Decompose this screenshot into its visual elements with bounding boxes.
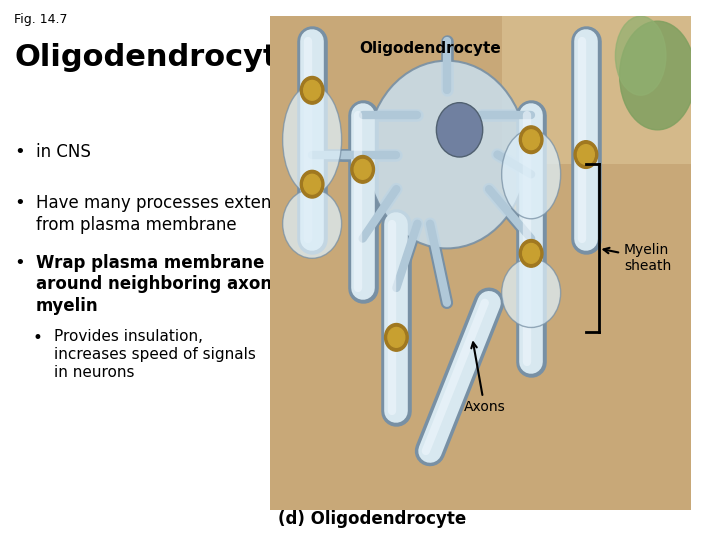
Text: •: •: [32, 329, 42, 347]
Ellipse shape: [283, 85, 341, 194]
Ellipse shape: [283, 189, 341, 258]
Circle shape: [304, 174, 320, 194]
Text: •: •: [14, 143, 25, 161]
Text: Wrap plasma membrane
around neighboring axons =
myelin: Wrap plasma membrane around neighboring …: [36, 254, 302, 315]
Text: Have many processes extending
from plasma membrane: Have many processes extending from plasm…: [36, 194, 307, 234]
Ellipse shape: [620, 21, 696, 130]
Ellipse shape: [367, 60, 527, 248]
Bar: [502, 16, 691, 164]
Circle shape: [354, 159, 371, 179]
Circle shape: [523, 244, 539, 263]
Circle shape: [519, 126, 543, 153]
Text: •: •: [14, 254, 25, 272]
Text: in CNS: in CNS: [36, 143, 91, 161]
Ellipse shape: [616, 16, 666, 95]
Ellipse shape: [502, 130, 561, 219]
Circle shape: [519, 240, 543, 267]
Text: Myelin
sheath: Myelin sheath: [603, 243, 671, 273]
Circle shape: [436, 103, 482, 157]
Circle shape: [300, 170, 324, 198]
Circle shape: [304, 80, 320, 100]
Circle shape: [523, 130, 539, 150]
Circle shape: [300, 77, 324, 104]
Text: Provides insulation,
increases speed of signals
in neurons: Provides insulation, increases speed of …: [54, 329, 256, 380]
Text: Fig. 14.7: Fig. 14.7: [14, 14, 68, 26]
Circle shape: [384, 323, 408, 351]
Text: Axons: Axons: [464, 342, 505, 415]
Circle shape: [388, 327, 405, 347]
Text: Oligodendrocytes: Oligodendrocytes: [14, 43, 317, 72]
Text: Oligodendrocyte: Oligodendrocyte: [359, 41, 501, 56]
Text: •: •: [14, 194, 25, 212]
Circle shape: [351, 156, 374, 183]
Ellipse shape: [502, 258, 561, 327]
Circle shape: [577, 145, 594, 164]
Text: (d) Oligodendrocyte: (d) Oligodendrocyte: [279, 510, 467, 528]
Circle shape: [574, 141, 598, 168]
